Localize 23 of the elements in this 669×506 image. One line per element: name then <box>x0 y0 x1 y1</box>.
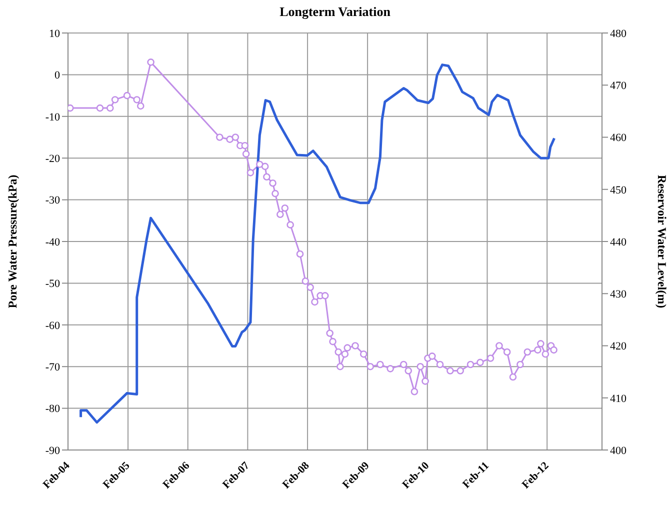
y-tick-label: -50 <box>45 278 60 290</box>
y-tick-label: 0 <box>54 70 60 82</box>
y2-tick-label: 460 <box>610 132 627 144</box>
y-axis-title: Pore Water Pressure(kPa) <box>5 174 20 308</box>
y2-tick-label: 470 <box>610 80 627 92</box>
y2-tick-label: 440 <box>610 236 627 248</box>
y-tick-label: -70 <box>45 362 60 374</box>
y2-tick-label: 400 <box>610 444 627 457</box>
chart-title: Longterm Variation <box>278 4 392 20</box>
y2-tick-label: 480 <box>610 28 627 40</box>
y-tick-label: 10 <box>49 28 60 40</box>
y2-tick-label: 420 <box>610 340 627 353</box>
y2-tick-label: 430 <box>610 288 627 301</box>
y-tick-label: -30 <box>45 194 60 207</box>
y2-tick-label: 450 <box>610 184 627 196</box>
y-tick-label: -90 <box>45 444 60 457</box>
y2-tick-label: 410 <box>610 392 627 405</box>
y2-axis-title: Reservoir Water Level(m) <box>654 174 669 308</box>
y-tick-label: -60 <box>45 320 60 332</box>
y-tick-label: -20 <box>45 153 60 166</box>
y-tick-label: -80 <box>45 403 60 416</box>
y-tick-label: -10 <box>45 111 60 124</box>
y-tick-label: -40 <box>45 236 60 248</box>
